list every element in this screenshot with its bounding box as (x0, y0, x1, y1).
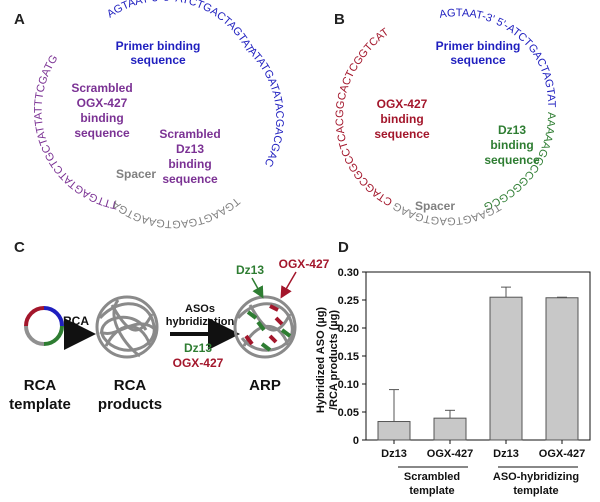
panel-a-scrambled-dz-3: binding (168, 157, 211, 171)
y-tick-label: 0.10 (338, 379, 359, 391)
panel-a-primer-label-1: Primer binding (116, 39, 201, 53)
panel-a-scrambled-ogx-1: Scrambled (71, 81, 132, 95)
arp-ogx427-pointer-icon (280, 271, 297, 299)
y-tick-label: 0 (353, 435, 359, 447)
rca-products-label-1: RCA (114, 377, 147, 394)
bar (489, 296, 523, 441)
bar (433, 417, 467, 441)
group-label-scrambled-2: template (409, 485, 454, 497)
panel-c-letter: C (14, 239, 25, 256)
panel-a-scrambled-ogx-3: binding (80, 111, 123, 125)
rca-products-label-2: products (98, 396, 162, 413)
rca-products-ball-icon (95, 295, 159, 359)
panel-b-dz-label-1: Dz13 (498, 123, 526, 137)
panel-a-scrambled-dz-4: sequence (162, 172, 218, 186)
arp-ball-icon (233, 295, 297, 359)
group-label-scrambled-1: Scrambled (404, 471, 460, 483)
y-tick-label: 0.20 (338, 323, 359, 335)
x-tick-label: OGX-427 (427, 448, 473, 460)
panel-a-scrambled-ogx-2: OGX-427 (77, 96, 128, 110)
panel-b-dz-label-2: binding (490, 138, 533, 152)
arp-label: ARP (249, 377, 281, 394)
panel-b-primer-label-1: Primer binding (436, 39, 521, 53)
bar (545, 297, 579, 441)
panel-d-letter: D (338, 239, 349, 256)
y-tick-label: 0.15 (338, 351, 359, 363)
y-axis-title-2: /RCA products (µg) (328, 310, 340, 410)
panel-d: D Hybridized ASO (µg) /RCA products (µg)… (315, 239, 591, 497)
panel-a-scrambled-ogx-4: sequence (74, 126, 130, 140)
x-tick-label: OGX-427 (539, 448, 585, 460)
panel-b-dz-label-3: sequence (484, 153, 540, 167)
panel-b-letter: B (334, 11, 345, 28)
x-tick-label: Dz13 (493, 448, 519, 460)
panel-a-scrambled-dz-2: Dz13 (176, 142, 204, 156)
group-label-hybridizing-2: template (513, 485, 558, 497)
rca-template-label-1: RCA (24, 377, 57, 394)
panel-c: C RCA ASOs hybridization Dz13 OGX-427 (9, 239, 330, 413)
panel-b-ogx-label-3: sequence (374, 127, 430, 141)
y-tick-label: 0.25 (338, 295, 359, 307)
asos-label-1: ASOs (185, 303, 215, 315)
panel-a-scrambled-dz-1: Scrambled (159, 127, 220, 141)
panel-a-letter: A (14, 11, 25, 28)
bar-chart-plot: 0 0.05 0.10 0.15 0.20 0.25 0.30 Dz13 OGX-427 Dz13… (338, 267, 591, 460)
y-tick-label: 0.30 (338, 267, 359, 279)
panel-b-ogx-label-1: OGX-427 (377, 97, 428, 111)
panel-b-ogx-label-2: binding (380, 112, 423, 126)
group-label-hybridizing-1: ASO-hybridizing (493, 471, 579, 483)
panel-b-primer-label-2: sequence (450, 53, 506, 67)
dz13-green-label: Dz13 (184, 341, 212, 355)
rca-arrow-label: RCA (63, 314, 89, 328)
arp-dz13-label: Dz13 (236, 263, 264, 277)
arp-ogx427-label: OGX-427 (279, 257, 330, 271)
ogx427-red-label: OGX-427 (173, 356, 224, 370)
x-tick-label: Dz13 (381, 448, 407, 460)
rca-template-label-2: template (9, 396, 71, 413)
panel-a-primer-label-2: sequence (130, 53, 186, 67)
panel-a: A AGTAAT-3' 5'-ATCTGACTAGTATATATGATATACG… (0, 0, 285, 230)
panel-a-spacer: Spacer (116, 167, 156, 181)
bar (377, 421, 411, 441)
panel-b-spacer: Spacer (415, 199, 455, 213)
asos-label-2: hybridization (166, 316, 235, 328)
y-tick-label: 0.05 (338, 407, 359, 419)
arp-dz13-pointer-icon (251, 277, 264, 299)
y-axis-title-1: Hybridized ASO (µg) (315, 307, 327, 413)
rca-template-circle-icon (24, 306, 64, 346)
